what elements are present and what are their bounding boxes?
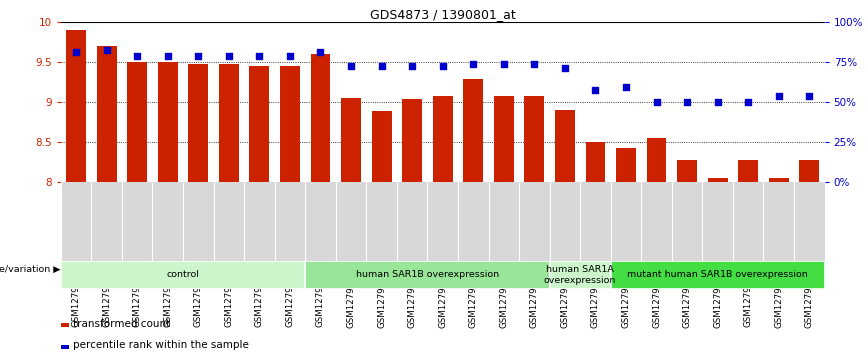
Bar xyxy=(61,261,306,289)
Point xyxy=(741,99,755,105)
Bar xyxy=(66,30,86,181)
Point xyxy=(405,63,419,69)
Point xyxy=(375,63,389,69)
Point xyxy=(711,99,725,105)
Bar xyxy=(739,160,758,182)
Point xyxy=(619,84,633,90)
Point xyxy=(191,53,205,59)
Point xyxy=(681,99,694,105)
Bar xyxy=(61,323,69,327)
Text: transformed count: transformed count xyxy=(73,319,170,329)
Point xyxy=(466,61,480,67)
Point xyxy=(558,65,572,71)
Point xyxy=(283,53,297,59)
Bar xyxy=(433,96,452,182)
Point xyxy=(69,49,83,55)
Bar xyxy=(61,345,69,348)
Bar xyxy=(341,98,361,182)
Bar xyxy=(494,96,514,182)
Text: percentile rank within the sample: percentile rank within the sample xyxy=(73,340,248,350)
Text: control: control xyxy=(167,270,200,280)
Bar xyxy=(647,138,667,182)
Bar xyxy=(306,261,549,289)
Bar xyxy=(402,99,422,182)
Bar xyxy=(616,148,636,182)
Bar xyxy=(799,160,819,182)
Point xyxy=(222,53,236,59)
Bar xyxy=(219,64,239,182)
Point xyxy=(161,53,174,59)
Bar xyxy=(611,261,825,289)
Bar xyxy=(96,46,116,182)
Bar xyxy=(769,178,789,182)
Text: human SAR1B overexpression: human SAR1B overexpression xyxy=(356,270,499,280)
Point xyxy=(802,93,816,99)
Point xyxy=(436,63,450,69)
Bar xyxy=(549,261,611,289)
Point xyxy=(313,49,327,55)
Bar xyxy=(707,178,727,182)
Bar xyxy=(677,160,697,182)
Bar xyxy=(586,142,605,182)
Text: human SAR1A
overexpression: human SAR1A overexpression xyxy=(544,265,616,285)
Point xyxy=(130,53,144,59)
Bar xyxy=(524,96,544,182)
Title: GDS4873 / 1390801_at: GDS4873 / 1390801_at xyxy=(370,8,516,21)
Bar xyxy=(128,62,147,182)
Point xyxy=(528,61,542,67)
Bar xyxy=(188,64,208,182)
Point xyxy=(772,93,786,99)
Bar xyxy=(372,111,391,182)
Text: genotype/variation ▶: genotype/variation ▶ xyxy=(0,265,61,274)
Bar xyxy=(249,66,269,182)
Point xyxy=(253,53,266,59)
Point xyxy=(589,87,602,93)
Point xyxy=(344,63,358,69)
Bar xyxy=(158,62,178,182)
Bar xyxy=(464,79,483,182)
Text: mutant human SAR1B overexpression: mutant human SAR1B overexpression xyxy=(628,270,808,280)
Point xyxy=(100,47,114,53)
Bar xyxy=(280,66,299,182)
Point xyxy=(496,61,510,67)
Bar xyxy=(311,54,331,182)
Point xyxy=(649,99,663,105)
Bar xyxy=(555,110,575,182)
